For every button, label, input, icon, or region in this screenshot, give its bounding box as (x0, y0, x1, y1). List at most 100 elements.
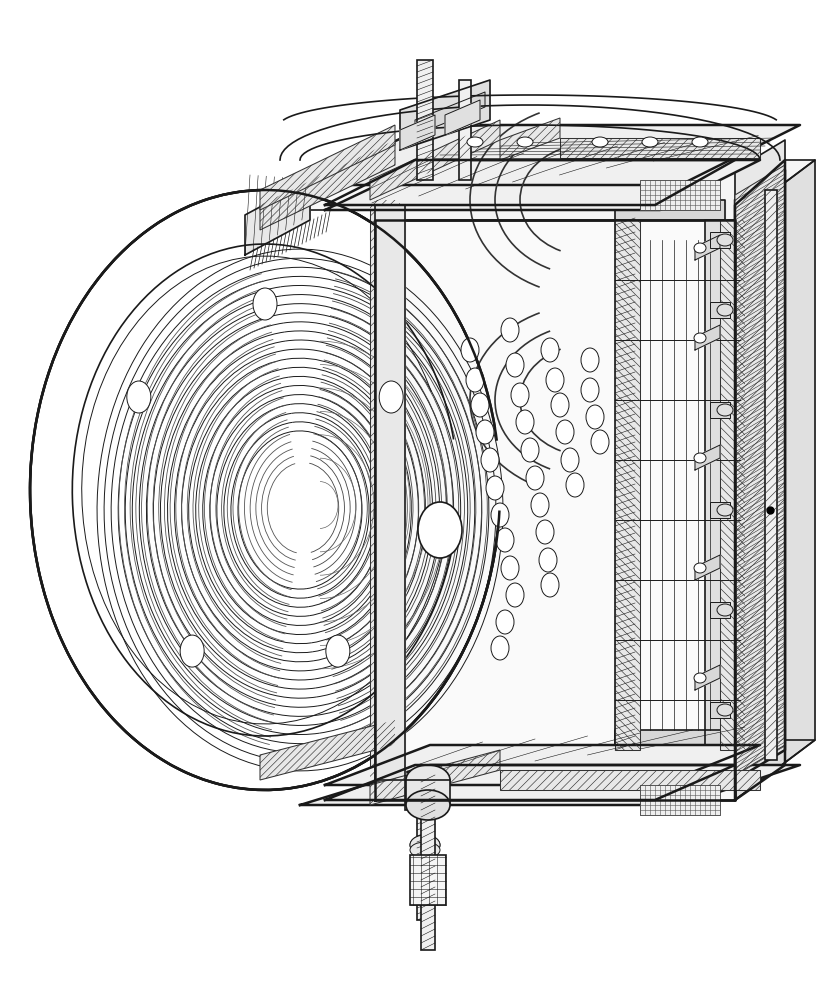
Bar (710, 502, 730, 518)
Polygon shape (370, 120, 500, 200)
Polygon shape (260, 720, 395, 780)
Polygon shape (245, 180, 310, 255)
Polygon shape (370, 200, 400, 780)
Ellipse shape (486, 476, 504, 500)
Polygon shape (705, 220, 725, 750)
Bar (405, 780, 445, 810)
Bar (410, 855, 446, 905)
Ellipse shape (581, 348, 599, 372)
Polygon shape (375, 220, 735, 800)
Polygon shape (400, 115, 435, 150)
Ellipse shape (410, 835, 440, 855)
Ellipse shape (694, 563, 706, 573)
Polygon shape (640, 180, 720, 210)
Polygon shape (445, 100, 480, 135)
Polygon shape (695, 325, 720, 350)
Ellipse shape (471, 393, 489, 417)
Polygon shape (615, 730, 725, 750)
Polygon shape (735, 160, 815, 800)
Ellipse shape (717, 504, 733, 516)
Polygon shape (370, 750, 500, 805)
Polygon shape (325, 160, 760, 210)
Ellipse shape (406, 765, 450, 795)
Ellipse shape (506, 353, 524, 377)
Polygon shape (560, 138, 760, 158)
Bar (417, 780, 433, 920)
Ellipse shape (717, 704, 733, 716)
Bar (710, 232, 730, 248)
Ellipse shape (491, 636, 509, 660)
Polygon shape (735, 170, 785, 780)
Ellipse shape (541, 338, 559, 362)
Ellipse shape (592, 137, 608, 147)
Ellipse shape (717, 604, 733, 616)
Polygon shape (695, 235, 720, 260)
Polygon shape (325, 745, 760, 785)
Ellipse shape (496, 610, 514, 634)
Polygon shape (735, 140, 785, 200)
Ellipse shape (694, 453, 706, 463)
Bar (710, 402, 730, 418)
Polygon shape (300, 765, 800, 805)
Polygon shape (615, 220, 635, 750)
Ellipse shape (467, 137, 483, 147)
Polygon shape (735, 165, 785, 775)
Ellipse shape (586, 405, 604, 429)
Ellipse shape (326, 635, 350, 667)
Ellipse shape (253, 288, 277, 320)
Ellipse shape (526, 466, 544, 490)
Ellipse shape (561, 448, 579, 472)
Ellipse shape (717, 234, 733, 246)
Ellipse shape (536, 520, 554, 544)
Polygon shape (695, 445, 720, 470)
Ellipse shape (379, 381, 403, 413)
Ellipse shape (541, 573, 559, 597)
Bar (459, 80, 471, 180)
Polygon shape (640, 785, 720, 815)
Ellipse shape (694, 673, 706, 683)
Ellipse shape (694, 333, 706, 343)
Ellipse shape (496, 528, 514, 552)
Ellipse shape (591, 430, 609, 454)
Bar (406, 780, 450, 805)
Ellipse shape (566, 473, 584, 497)
Bar (710, 702, 730, 718)
Ellipse shape (516, 410, 534, 434)
Ellipse shape (539, 548, 557, 572)
Polygon shape (260, 140, 395, 230)
Polygon shape (720, 220, 745, 750)
Polygon shape (500, 118, 560, 160)
Polygon shape (415, 92, 485, 135)
Polygon shape (695, 555, 720, 580)
Ellipse shape (642, 137, 658, 147)
Polygon shape (615, 220, 640, 750)
Ellipse shape (410, 842, 440, 858)
Ellipse shape (180, 635, 204, 667)
Ellipse shape (717, 404, 733, 416)
Polygon shape (375, 205, 405, 780)
Bar (421, 775, 435, 950)
Ellipse shape (127, 381, 151, 413)
Polygon shape (270, 140, 760, 210)
Ellipse shape (481, 448, 499, 472)
Polygon shape (375, 160, 815, 220)
Ellipse shape (521, 438, 539, 462)
Ellipse shape (491, 503, 509, 527)
Bar (710, 602, 730, 618)
Polygon shape (400, 80, 490, 150)
Ellipse shape (501, 556, 519, 580)
Ellipse shape (406, 790, 450, 820)
Polygon shape (260, 125, 395, 210)
Ellipse shape (531, 493, 549, 517)
Ellipse shape (556, 420, 574, 444)
Ellipse shape (692, 137, 708, 147)
Ellipse shape (461, 338, 479, 362)
Ellipse shape (551, 393, 569, 417)
Ellipse shape (476, 420, 494, 444)
Ellipse shape (506, 583, 524, 607)
Bar (710, 302, 730, 318)
Ellipse shape (511, 383, 529, 407)
Polygon shape (695, 665, 720, 690)
Ellipse shape (501, 318, 519, 342)
Ellipse shape (546, 368, 564, 392)
